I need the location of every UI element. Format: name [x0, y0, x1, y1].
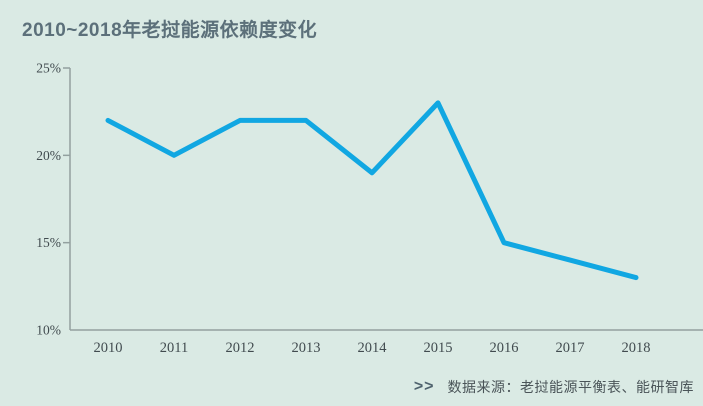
y-tick-label: 15% — [36, 235, 61, 250]
y-tick-label: 10% — [36, 323, 61, 338]
x-tick-label: 2014 — [358, 340, 388, 356]
y-tick-label: 20% — [36, 148, 61, 163]
data-source-text: 数据来源：老挝能源平衡表、能研智库 — [447, 379, 694, 395]
trend-line — [105, 100, 639, 281]
x-tick-label: 2018 — [622, 340, 651, 356]
double-chevron-icon: >> — [413, 378, 435, 395]
x-tick-label: 2013 — [292, 340, 321, 356]
x-tick-label: 2012 — [226, 340, 255, 356]
x-tick-label: 2017 — [556, 340, 585, 356]
x-tick-label: 2016 — [490, 340, 519, 356]
chart-title: 2010~2018年老挝能源依赖度变化 — [22, 20, 318, 41]
y-tick-label: 25% — [36, 61, 61, 76]
x-tick-label: 2010 — [94, 340, 123, 356]
x-tick-label: 2011 — [160, 340, 188, 356]
data-source-line: >> 数据来源：老挝能源平衡表、能研智库 — [414, 377, 694, 397]
x-tick-label: 2015 — [424, 340, 453, 356]
